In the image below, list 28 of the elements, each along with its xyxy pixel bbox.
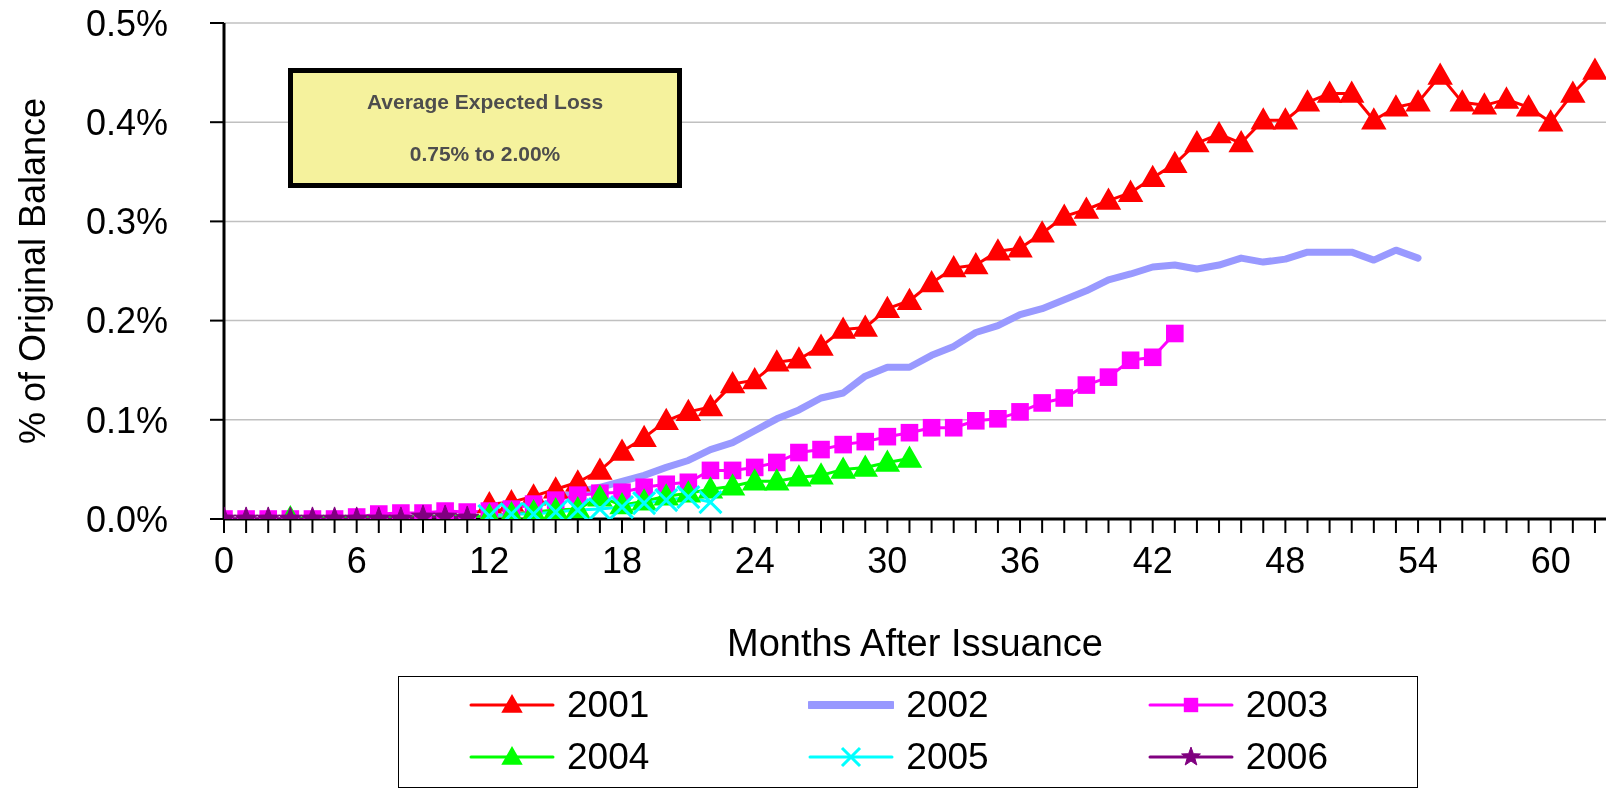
annotation: Average Expected Loss [366, 89, 604, 115]
legend-label: 2005 [906, 735, 989, 779]
x-tick-label: 36 [1000, 539, 1041, 581]
x-tick-label: 0 [213, 539, 235, 581]
x-tick-label: 24 [734, 539, 775, 581]
x-axis-title: Months After Issuance [726, 622, 1104, 665]
x-tick-label: 18 [601, 539, 643, 581]
x-tick-label: 30 [867, 539, 908, 581]
y-axis-title: % of Original Balance [11, 97, 53, 445]
legend-label: 2003 [1245, 683, 1328, 727]
x-tick-label: 6 [346, 539, 367, 581]
note-box: Average Expected Loss 0.75% to 2.00% [288, 68, 682, 188]
x-tick-label: 54 [1398, 539, 1439, 581]
legend-label: 2006 [1245, 735, 1328, 779]
x-tick-label: 48 [1265, 539, 1306, 581]
annotation: 0.75% to 2.00% [409, 141, 561, 167]
x-tick-label: 60 [1530, 539, 1571, 581]
y-tick-label: 0.3% [85, 201, 168, 243]
x-tick-label: 12 [469, 539, 510, 581]
y-tick-label: 0.2% [85, 300, 168, 342]
y-tick-label: 0.1% [85, 399, 168, 441]
legend-label: 2002 [906, 683, 989, 727]
y-tick-label: 0.4% [85, 101, 168, 143]
legend-label: 2001 [567, 683, 650, 727]
y-tick-label: 0.0% [85, 498, 168, 540]
y-tick-label: 0.5% [85, 2, 168, 44]
x-tick-label: 42 [1132, 539, 1173, 581]
legend-label: 2004 [567, 735, 650, 779]
